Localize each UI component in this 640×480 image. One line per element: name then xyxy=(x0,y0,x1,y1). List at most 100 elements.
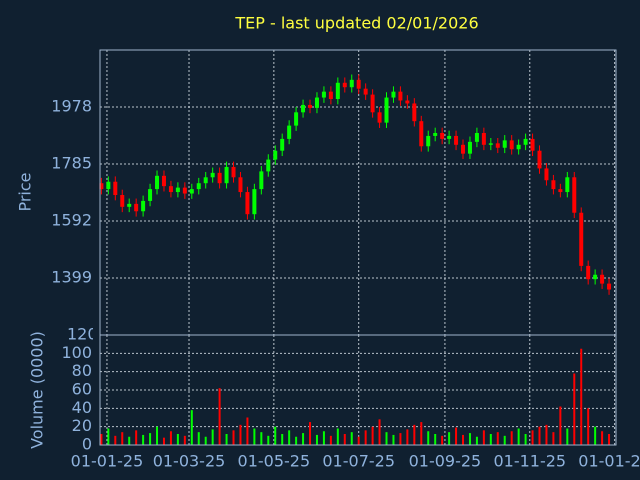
volume-bar xyxy=(608,434,611,445)
volume-bar xyxy=(455,427,458,445)
candle-body xyxy=(565,177,570,193)
y-tick-label: 100 xyxy=(61,343,92,362)
candle-body xyxy=(189,189,194,194)
volume-bar xyxy=(100,434,103,445)
volume-bar xyxy=(434,434,437,445)
candle-body xyxy=(377,112,382,123)
candle-body xyxy=(245,192,250,215)
y-tick-label: 0 xyxy=(82,435,92,454)
volume-bar xyxy=(489,434,492,445)
candle-body xyxy=(391,91,396,98)
candle-body xyxy=(148,189,153,201)
volume-bar xyxy=(197,432,200,445)
candle-body xyxy=(106,181,111,190)
candle-body xyxy=(328,91,333,100)
volume-bar xyxy=(552,432,555,445)
volume-bar xyxy=(183,435,186,445)
candle-body xyxy=(419,121,424,147)
volume-bar xyxy=(524,434,527,445)
volume-bar xyxy=(156,426,159,445)
volume-bar xyxy=(315,434,318,445)
candle-body xyxy=(342,82,347,88)
candle-body xyxy=(182,187,187,194)
volume-bar xyxy=(566,428,569,445)
candle-body xyxy=(488,143,493,145)
volume-bar xyxy=(329,435,332,445)
candle-body xyxy=(308,104,313,108)
y-tick-label: 1592 xyxy=(51,211,92,230)
volume-bar xyxy=(114,435,117,445)
x-tick-label: 01-09-25 xyxy=(409,452,482,471)
y-tick-label: 60 xyxy=(72,380,92,399)
volume-bar xyxy=(510,431,513,445)
candle-body xyxy=(405,100,410,104)
y-tick-label: 1206 xyxy=(67,325,108,344)
candle-body xyxy=(294,112,299,126)
volume-bar xyxy=(169,431,172,445)
volume-bar xyxy=(128,436,131,445)
volume-bar xyxy=(538,426,541,445)
volume-bar xyxy=(149,433,152,445)
volume-bar xyxy=(594,426,597,445)
volume-bar xyxy=(468,433,471,445)
candle-body xyxy=(217,172,222,184)
candle-body xyxy=(363,88,368,95)
candle-body xyxy=(113,181,118,196)
candle-body xyxy=(474,132,479,142)
volume-bar xyxy=(371,426,374,445)
candle-body xyxy=(440,132,445,139)
volume-bar xyxy=(517,428,520,445)
volume-bar xyxy=(427,431,430,445)
volume-bar xyxy=(336,428,339,445)
chart-title: TEP - last updated 02/01/2026 xyxy=(234,14,478,33)
candle-body xyxy=(161,175,166,187)
candle-body xyxy=(579,212,584,266)
volume-bar xyxy=(267,435,270,445)
candle-body xyxy=(335,82,340,100)
volume-bar xyxy=(496,432,499,445)
volume-bar xyxy=(218,388,221,445)
candle-body xyxy=(551,180,556,190)
volume-bar xyxy=(176,434,179,445)
volume-bar xyxy=(385,432,388,445)
candle-body xyxy=(544,168,549,181)
volume-bar xyxy=(211,429,214,445)
volume-bar xyxy=(357,436,360,445)
x-tick-label: 01-03-25 xyxy=(153,452,226,471)
y-tick-label: 20 xyxy=(72,416,92,435)
candle-body xyxy=(141,200,146,212)
candle-body xyxy=(558,189,563,193)
volume-bar xyxy=(441,435,444,445)
candle-body xyxy=(600,274,605,284)
x-tick-label: 01-11-25 xyxy=(493,452,566,471)
candle-body xyxy=(252,189,257,215)
candle-body xyxy=(134,203,139,212)
candle-body xyxy=(412,103,417,122)
volume-bar xyxy=(364,430,367,445)
y-tick-label: 1978 xyxy=(51,97,92,116)
volume-bar xyxy=(142,434,145,445)
x-tick-label: 01-07-25 xyxy=(322,452,395,471)
candle-body xyxy=(155,175,160,190)
candle-body xyxy=(607,283,612,290)
volume-bar xyxy=(274,426,277,445)
candle-body xyxy=(175,187,180,193)
volume-bar xyxy=(302,433,305,445)
volume-bar xyxy=(107,428,110,445)
y-axis-label: Price xyxy=(16,172,35,211)
volume-bar xyxy=(503,435,506,445)
volume-bar xyxy=(322,431,325,445)
candle-body xyxy=(433,132,438,136)
candle-body xyxy=(259,171,264,190)
volume-bar xyxy=(378,419,381,445)
candle-body xyxy=(537,150,542,169)
candle-body xyxy=(210,172,215,178)
volume-bar xyxy=(587,408,590,445)
candle-body xyxy=(321,91,326,98)
candle-body xyxy=(231,166,236,178)
candle-body xyxy=(99,183,104,190)
y-tick-label: 80 xyxy=(72,361,92,380)
candle-body xyxy=(593,274,598,280)
